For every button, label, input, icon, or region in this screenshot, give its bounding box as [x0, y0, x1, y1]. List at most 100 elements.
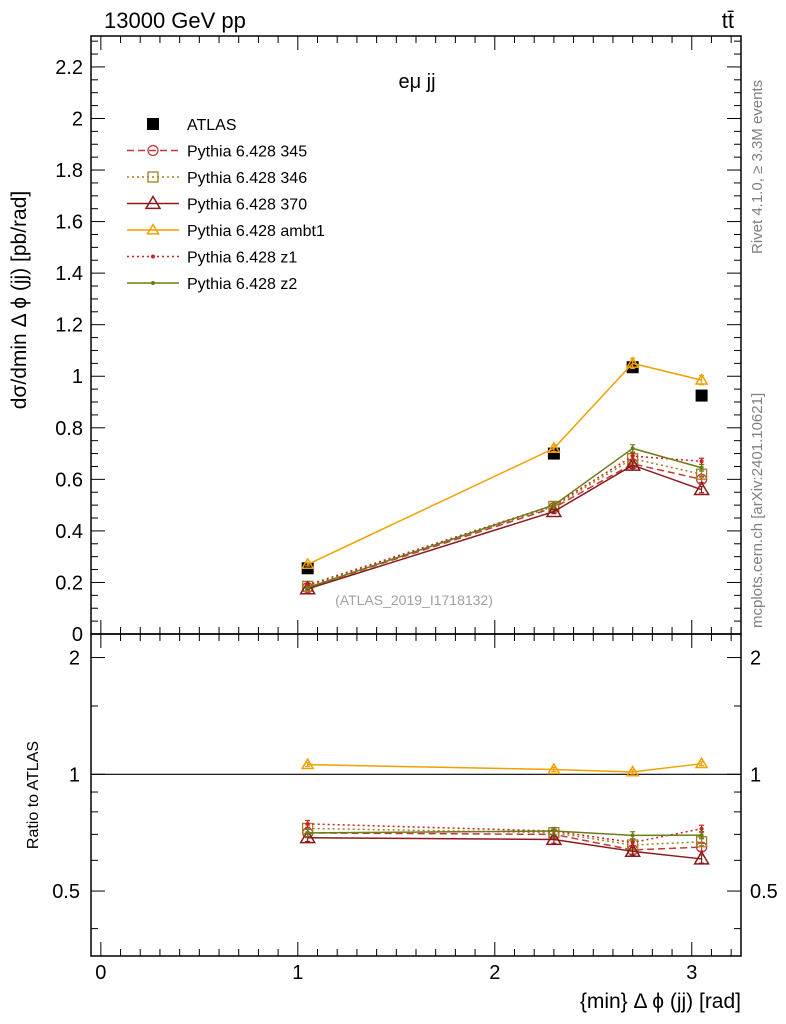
y-tick-label: 2 — [72, 108, 83, 130]
main-axes: 0 0.2 0.4 0.6 0.8 1 1.2 1.4 1.6 1.8 2 2.2 — [55, 36, 741, 956]
series-pythia-6-428-370 — [299, 829, 710, 865]
data-marker — [547, 441, 561, 454]
data-marker — [694, 756, 709, 769]
process-label: tt̄ — [722, 8, 734, 33]
data-marker — [625, 356, 640, 368]
y-tick-label: 0.2 — [55, 572, 83, 594]
data-marker — [305, 821, 310, 826]
x-tick-label: 0 — [95, 962, 106, 984]
xlabel: {min} Δ ϕ (jj) [rad] — [580, 990, 741, 1013]
data-marker — [151, 281, 155, 285]
series-pythia-6-428-346 — [302, 822, 708, 851]
legend-item: Pythia 6.428 346 — [127, 170, 307, 187]
y-tick-label: 0 — [72, 624, 83, 646]
y-tick-label: 1.6 — [55, 212, 83, 234]
data-marker — [625, 764, 640, 777]
legend-item: Pythia 6.428 z1 — [127, 250, 297, 267]
y-tick-label: 1.4 — [55, 263, 83, 285]
series-pythia-6-428-ambt1 — [300, 356, 709, 570]
legend-item: Pythia 6.428 ambt1 — [127, 223, 325, 240]
ratio-plot-area — [299, 756, 710, 865]
legend: ATLAS Pythia 6.428 345 Pythia 6.428 346 Pyt… — [127, 117, 325, 293]
y-tick-label: 0.6 — [55, 469, 83, 491]
series-line — [307, 830, 702, 837]
data-marker — [305, 585, 310, 590]
mcplots-label: mcplots.cern.ch [arXiv:2401.10621] — [749, 393, 766, 628]
legend-label: Pythia 6.428 z1 — [187, 250, 297, 267]
legend-item: Pythia 6.428 370 — [127, 195, 307, 214]
y-tick-label: 1 — [72, 366, 83, 388]
y-tick-label: 0.5 — [52, 881, 80, 903]
data-marker — [699, 459, 704, 464]
legend-label: ATLAS — [187, 117, 237, 134]
series-line — [307, 827, 702, 846]
data-marker — [545, 503, 563, 518]
legend-label: Pythia 6.428 z2 — [187, 276, 297, 293]
series-pythia-6-428-z2 — [305, 826, 705, 840]
ratio-ylabel: Ratio to ATLAS — [25, 741, 42, 849]
data-marker — [151, 254, 155, 259]
series-line — [307, 464, 702, 590]
series-line — [307, 762, 702, 773]
series-line — [307, 362, 702, 566]
data-marker — [699, 826, 704, 831]
x-tick-label: 3 — [686, 962, 697, 984]
data-marker — [624, 456, 641, 471]
y-tick-label: 2.2 — [55, 57, 83, 79]
data-marker — [299, 580, 316, 595]
data-marker — [699, 833, 704, 838]
main-plot-area — [299, 356, 710, 595]
x-tick-label: 2 — [489, 962, 500, 984]
series-pythia-6-428-z2 — [305, 444, 705, 590]
data-marker — [630, 833, 635, 838]
y-tick-label-right: 1 — [750, 764, 761, 786]
data-marker — [693, 481, 710, 496]
legend-item: Pythia 6.428 345 — [127, 144, 307, 161]
data-marker — [300, 757, 315, 770]
legend-label: Pythia 6.428 ambt1 — [187, 223, 325, 240]
series-line — [307, 837, 702, 860]
data-marker — [147, 144, 159, 157]
data-marker — [695, 389, 708, 402]
series-pythia-6-428-ambt1 — [300, 756, 709, 777]
data-marker — [147, 171, 159, 183]
rivet-label: Rivet 4.1.0, ≥ 3.3M events — [749, 80, 766, 254]
series-line — [307, 832, 702, 851]
series-line — [307, 455, 702, 586]
ratio-panel-frame — [90, 633, 742, 957]
y-tick-label: 2 — [69, 648, 80, 670]
y-tick-label: 0.8 — [55, 418, 83, 440]
y-tick-label: 1.2 — [55, 315, 83, 337]
analysis-watermark: (ATLAS_2019_I1718132) — [335, 592, 493, 608]
series-pythia-6-428-z1 — [305, 452, 705, 588]
y-tick-label-right: 2 — [750, 648, 761, 670]
series-pythia-6-428-345 — [302, 458, 708, 594]
legend-label: Pythia 6.428 345 — [187, 144, 307, 161]
series-line — [307, 463, 702, 589]
main-ylabel: dσ/dmin Δ ϕ (jj) [pb/rad] — [8, 191, 31, 410]
data-marker — [147, 118, 159, 130]
data-marker — [146, 223, 160, 235]
data-marker — [300, 557, 315, 570]
series-pythia-6-428-370 — [299, 456, 710, 595]
data-marker — [305, 830, 310, 835]
series-line — [307, 457, 702, 588]
data-marker — [547, 762, 561, 775]
y-tick-label-right: 0.5 — [750, 881, 778, 903]
data-marker — [630, 446, 635, 451]
data-marker — [545, 831, 563, 846]
data-marker — [144, 195, 162, 210]
data-marker — [299, 829, 316, 844]
x-tick-label: 1 — [292, 962, 303, 984]
data-marker — [699, 465, 704, 470]
data-marker — [551, 503, 556, 508]
legend-item: ATLAS — [147, 117, 237, 134]
series-line — [307, 447, 702, 589]
y-tick-label: 0.4 — [55, 521, 83, 543]
data-marker — [630, 454, 635, 459]
data-marker — [694, 373, 709, 385]
ratio-axes: 0 1 2 3 0.5 0.5 1 1 2 2 — [52, 648, 778, 984]
y-tick-label: 1.8 — [55, 160, 83, 182]
legend-item: Pythia 6.428 z2 — [127, 276, 297, 293]
